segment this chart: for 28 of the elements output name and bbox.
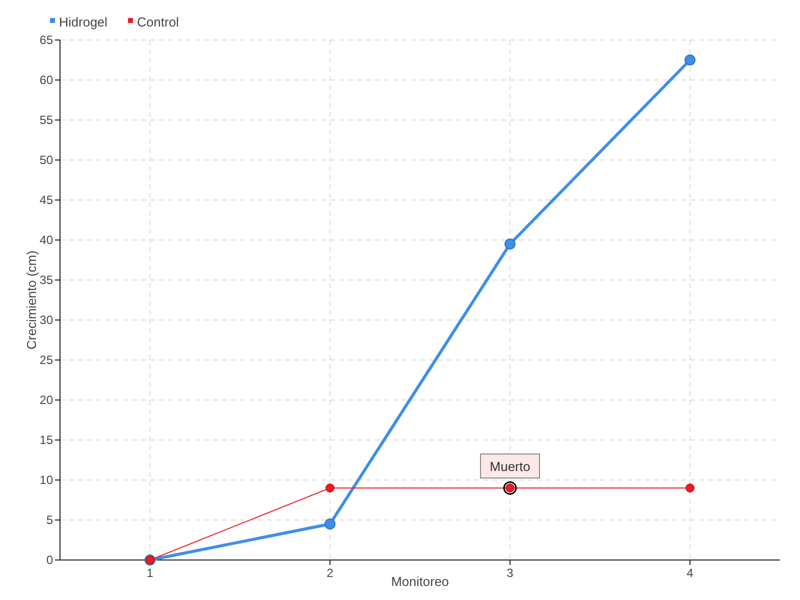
annotation: Muerto [490,459,530,474]
y-tick-label: 35 [40,273,54,288]
point [686,484,694,492]
legend-label: Hidrogel [59,14,108,30]
y-tick-label: 50 [40,153,54,168]
y-tick-label: 60 [40,73,54,88]
point [684,54,696,66]
y-tick-label: 15 [40,433,54,448]
y-tick-label: 5 [46,513,54,528]
legend-label: Control [137,14,180,30]
y-tick-label: 65 [40,33,54,48]
y-tick-label: 40 [40,233,54,248]
y-tick-label: 55 [40,113,54,128]
y-axis-title: Crecimiento (cm) [24,250,39,350]
y-tick-label: 45 [40,193,54,208]
point [326,484,334,492]
x-axis-title: Monitoreo [391,574,449,589]
y-tick-label: 0 [46,553,54,568]
y-tick-label: 25 [40,353,54,368]
x-tick-label: 3 [506,566,514,580]
y-tick-label: 10 [40,473,54,488]
x-tick-label: 1 [146,566,154,580]
y-tick-label: 20 [40,393,54,408]
point [504,238,516,250]
x-tick-label: 4 [686,566,694,580]
y-tick-label: 30 [40,313,54,328]
x-tick-label: 2 [326,566,334,580]
point [324,518,336,530]
